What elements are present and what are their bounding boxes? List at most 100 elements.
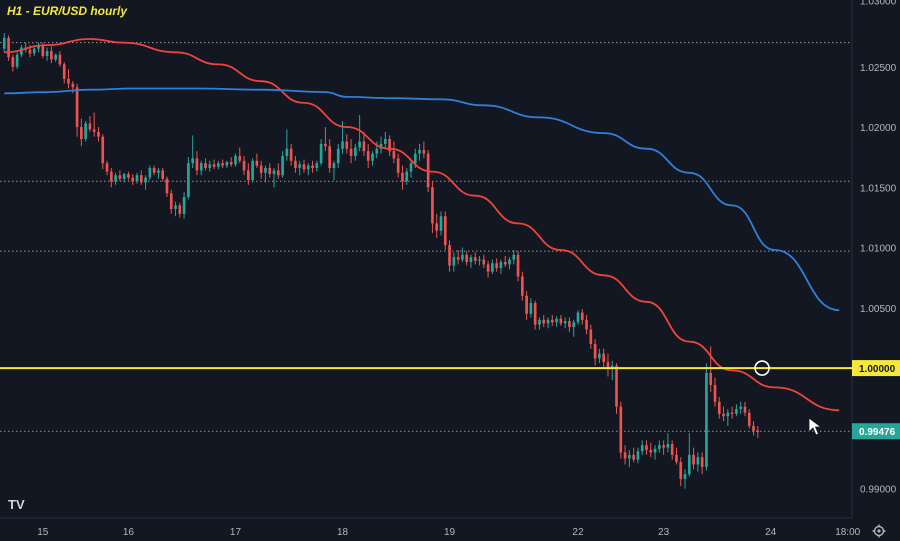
candle-body	[41, 45, 45, 56]
price-tick-label: 1.00500	[860, 304, 897, 315]
candle-body	[628, 454, 631, 459]
candle-body	[580, 312, 584, 320]
candle	[157, 168, 160, 179]
candle	[289, 143, 293, 166]
candle	[217, 160, 220, 170]
time-tick-label: 17	[230, 527, 242, 538]
candle-body	[508, 259, 511, 265]
time-tick-label: 24	[765, 527, 777, 538]
candle	[67, 69, 70, 89]
candle	[118, 170, 122, 182]
time-tick-label: 22	[572, 527, 584, 538]
candle	[615, 363, 618, 414]
moving-average-blue[interactable]	[4, 87, 840, 312]
candle	[606, 353, 610, 377]
time-axis[interactable]: 15 16 17 18 19 22 23 24 18:00	[37, 527, 860, 538]
candle-body	[662, 445, 665, 448]
price-axis[interactable]: 1.03000 1.02500 1.02000 1.01500 1.01000 1.005…	[852, 0, 900, 496]
candle-body	[208, 164, 212, 169]
candle-body	[559, 318, 563, 324]
tradingview-logo-icon[interactable]: TV	[6, 492, 32, 514]
candle-body	[491, 263, 494, 272]
candle-body	[568, 321, 571, 328]
candle	[268, 163, 272, 178]
candle-body	[610, 365, 614, 369]
candle	[585, 315, 588, 335]
candle-body	[336, 148, 340, 164]
candle	[722, 406, 725, 422]
candle	[281, 151, 284, 178]
candle	[238, 147, 242, 164]
candle	[653, 445, 657, 460]
candle	[499, 259, 503, 275]
candle	[478, 255, 481, 266]
candle	[756, 425, 760, 438]
candle	[473, 252, 477, 265]
candle-body	[576, 312, 580, 323]
candle-body	[225, 161, 229, 166]
candle	[491, 259, 494, 275]
candle-body	[332, 163, 336, 169]
candle-body	[45, 51, 49, 56]
candle-body	[174, 205, 177, 209]
candle-body	[636, 451, 640, 460]
candle	[396, 153, 400, 178]
candle	[640, 440, 644, 455]
candle-body	[28, 49, 32, 54]
candle-body	[418, 149, 421, 154]
candle	[221, 159, 224, 169]
candle	[525, 290, 528, 320]
last-price-badge[interactable]: 0.99476	[852, 423, 900, 440]
candle	[409, 158, 413, 178]
candle	[349, 139, 353, 164]
candle	[135, 172, 139, 184]
candle-body	[730, 412, 734, 414]
candle	[58, 51, 62, 67]
candle-body	[178, 205, 182, 214]
candle-body	[139, 175, 143, 183]
candle	[670, 440, 674, 460]
candle-body	[405, 171, 409, 182]
candle	[109, 168, 113, 188]
candle	[272, 168, 276, 188]
candle-body	[499, 262, 503, 269]
candle	[144, 175, 147, 190]
candle-body	[298, 164, 302, 169]
candle	[45, 47, 49, 61]
candle-body	[666, 444, 670, 448]
candle	[679, 457, 683, 487]
candle-body	[165, 178, 169, 194]
candle	[105, 160, 109, 176]
candle	[580, 309, 584, 325]
candle-body	[109, 171, 113, 182]
candle	[354, 143, 357, 161]
candle	[358, 114, 361, 152]
candle	[251, 158, 254, 183]
candle-body	[645, 445, 648, 451]
candle-body	[221, 163, 224, 166]
candle	[418, 143, 421, 161]
candle	[161, 168, 165, 182]
candle	[726, 409, 730, 426]
candle-body	[80, 127, 83, 140]
candle	[131, 174, 135, 185]
candle-body	[692, 454, 695, 465]
candle	[54, 53, 57, 62]
candle	[345, 134, 349, 154]
candle	[752, 421, 755, 436]
candle	[379, 136, 383, 154]
parity-level-badge[interactable]: 1.00000	[852, 360, 900, 377]
candle-body	[606, 362, 610, 369]
moving-average-red[interactable]	[4, 38, 840, 412]
candle	[139, 170, 143, 185]
candle	[97, 127, 100, 142]
candle	[298, 160, 302, 176]
settings-gear-icon[interactable]	[872, 524, 886, 538]
candle	[675, 447, 678, 465]
candle	[735, 404, 738, 417]
candle-body	[379, 143, 383, 149]
candle	[533, 300, 537, 330]
candle-body	[512, 254, 516, 260]
candle-body	[739, 406, 743, 410]
